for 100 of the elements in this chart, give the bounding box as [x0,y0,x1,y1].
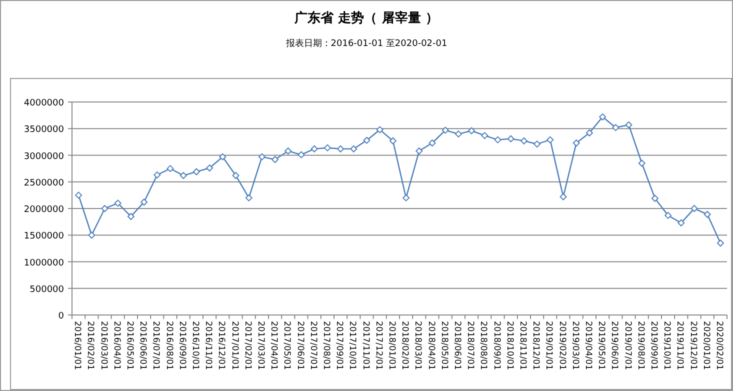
x-tick-label: 2020/01/01 [700,321,711,370]
y-tick-label: 500000 [30,284,64,295]
point [337,145,344,152]
point [88,232,96,239]
x-tick-label: 2020/02/01 [714,321,724,370]
x-tick-label: 2018/09/01 [491,321,502,370]
point [586,129,593,136]
x-tick-label: 2019/10/01 [662,321,672,370]
x-tick-label: 2019/04/01 [582,321,593,370]
chart-title: 广东省 走势（ 屠宰量 ） [294,10,438,26]
x-tick-label: 2019/02/01 [556,321,567,370]
x-tick-label: 2017/06/01 [294,321,305,370]
x-tick-label: 2018/05/01 [438,321,449,370]
x-tick-label: 2017/11/01 [360,321,370,370]
x-tick-label: 2016/08/01 [164,321,174,370]
y-tick-label: 3000000 [24,152,64,162]
y-tick-label: 1000000 [24,258,64,268]
x-tick-label: 2019/03/01 [570,321,580,370]
point [363,136,370,144]
point [232,172,240,179]
y-tick-label: 0 [58,312,64,322]
point [481,132,488,140]
point [180,172,187,179]
x-tick-label: 2019/12/01 [688,321,698,370]
x-tick-label: 2017/03/01 [255,321,266,370]
x-tick-label: 2018/02/01 [400,321,410,370]
point [272,156,279,164]
y-tick-label: 1500000 [24,232,64,242]
point [612,124,620,132]
point [324,144,331,152]
point [75,192,82,199]
x-tick-label: 2017/10/01 [347,321,358,370]
x-tick-label: 2019/11/01 [674,321,685,370]
point [127,212,134,220]
x-tick-label: 2016/09/01 [176,321,187,370]
point [376,126,384,134]
point [468,127,476,134]
x-tick-label: 2019/05/01 [596,321,606,370]
x-tick-label: 2016/12/01 [216,321,226,370]
chart-subtitle: 报表日期：2016-01-01 至2020-02-01 [284,38,448,49]
x-tick-label: 2016/07/01 [150,321,161,370]
point [428,140,436,147]
x-tick-label: 2018/10/01 [504,321,514,370]
point [572,140,580,147]
point [284,147,292,154]
y-tick-label: 3500000 [24,125,64,136]
x-tick-label: 2018/06/01 [452,321,462,370]
x-tick-label: 2016/10/01 [190,321,200,370]
point [298,151,305,158]
y-tick-label: 2000000 [24,205,64,215]
point [101,205,108,212]
point [389,137,396,144]
point [678,219,685,226]
x-tick-label: 2016/11/01 [203,321,214,370]
point [206,164,214,172]
x-tick-label: 2017/07/01 [308,321,318,370]
point [625,121,632,128]
x-tick-label: 2018/07/01 [465,321,476,370]
point [664,212,672,219]
x-tick-label: 2018/12/01 [530,321,541,370]
point [192,168,200,176]
point [638,160,646,167]
y-tick-label: 4000000 [24,98,64,108]
y-tick-label: 2500000 [24,178,64,188]
point [494,136,502,144]
x-tick-label: 2017/08/01 [320,321,331,370]
x-tick-label: 2017/02/01 [242,321,252,370]
point [166,165,174,172]
point [442,126,449,134]
x-tick-label: 2017/05/01 [282,321,292,370]
x-tick-label: 2017/12/01 [373,321,384,370]
point [546,136,554,144]
x-tick-label: 2016/05/01 [124,321,134,370]
point [520,137,528,144]
x-tick-label: 2016/06/01 [138,321,148,370]
x-tick-label: 2016/04/01 [111,321,122,370]
point [716,240,724,247]
x-tick-label: 2018/03/01 [412,321,423,370]
x-tick-label: 2018/08/01 [478,321,488,370]
x-tick-label: 2019/01/01 [544,321,554,370]
point [560,193,567,200]
point [402,194,410,202]
x-tick-label: 2019/06/01 [609,321,620,370]
x-tick-label: 2019/08/01 [635,321,646,370]
x-tick-label: 2016/02/01 [85,321,96,370]
x-tick-label: 2017/04/01 [268,321,279,370]
x-tick-label: 2018/11/01 [517,321,528,370]
x-tick-label: 2016/03/01 [98,321,108,370]
point [704,210,711,218]
point [534,140,541,148]
x-tick-label: 2017/09/01 [334,321,344,370]
x-tick-label: 2018/01/01 [386,321,396,370]
x-tick-label: 2019/07/01 [622,321,632,370]
point [651,194,658,202]
point [507,135,514,142]
x-tick-label: 2017/01/01 [229,321,240,370]
point [310,145,318,152]
point [454,130,462,138]
point [245,194,252,202]
x-tick-label: 2016/01/01 [72,321,82,370]
